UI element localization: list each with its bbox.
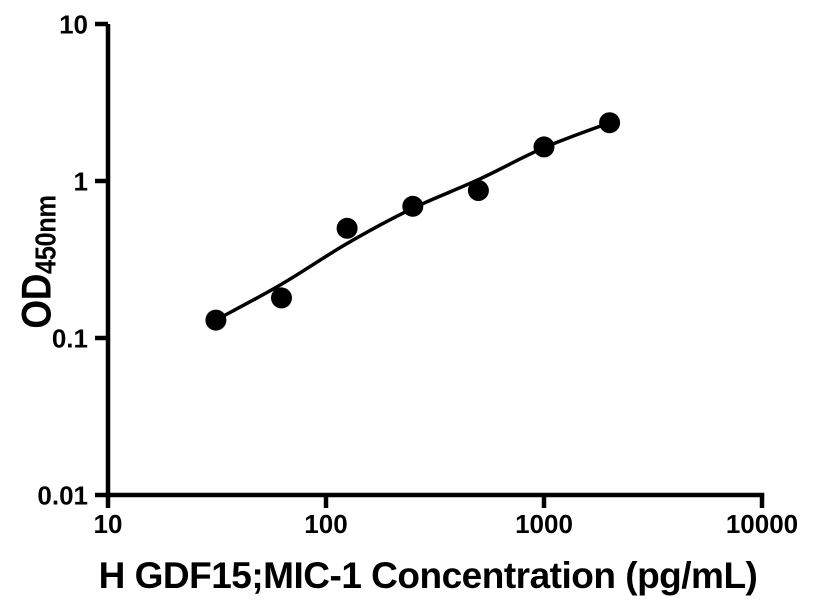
- y-tick-label: 10: [59, 10, 88, 40]
- data-point: [336, 217, 358, 239]
- data-point: [205, 309, 227, 331]
- x-tick-label: 1000: [515, 509, 573, 539]
- data-point: [599, 112, 621, 134]
- y-tick-label: 1: [74, 167, 88, 197]
- y-axis-title-subscript: 450nm: [30, 195, 63, 275]
- data-point: [533, 136, 555, 158]
- y-axis-title: OD450nm: [13, 195, 64, 328]
- x-tick-label: 10: [94, 509, 123, 539]
- data-point: [271, 287, 292, 309]
- data-point: [402, 195, 424, 217]
- x-tick-label: 10000: [726, 509, 798, 539]
- y-axis-title-main: OD: [12, 274, 60, 329]
- y-tick-label: 0.1: [52, 324, 88, 354]
- y-tick-label: 0.01: [37, 481, 88, 511]
- x-axis-title: H GDF15;MIC-1 Concentration (pg/mL): [98, 555, 758, 596]
- x-tick-label: 100: [304, 509, 347, 539]
- data-point: [467, 180, 489, 201]
